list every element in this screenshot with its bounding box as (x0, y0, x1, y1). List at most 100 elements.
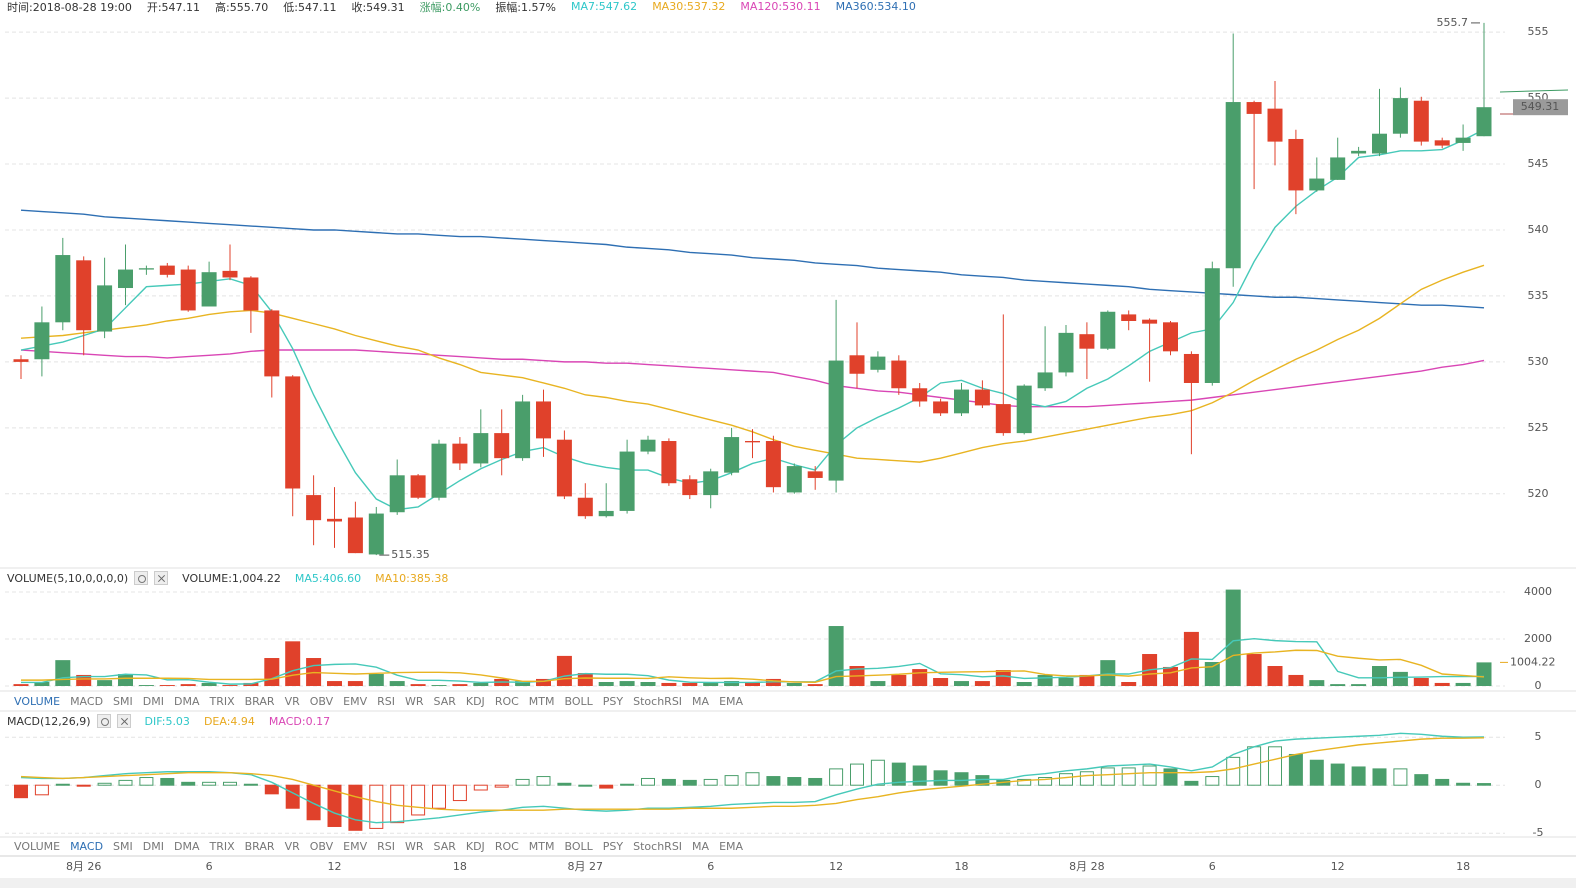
indicator-tab[interactable]: MACD (70, 695, 104, 708)
indicator-tab[interactable]: BOLL (564, 840, 593, 853)
macd-bar (243, 783, 258, 786)
macd-bar (494, 784, 509, 788)
candle-body (1455, 137, 1471, 143)
candle-body (765, 441, 781, 488)
indicator-tab[interactable]: SMI (113, 695, 133, 708)
macd-bar (202, 781, 217, 786)
indicator-tab[interactable]: StochRSI (633, 840, 683, 853)
indicator-tab[interactable]: EMV (343, 695, 368, 708)
indicator-tab[interactable]: DMI (142, 840, 164, 853)
indicator-tab[interactable]: PSY (602, 840, 624, 853)
indicator-tab[interactable]: DMA (173, 695, 200, 708)
indicator-tab[interactable]: WR (404, 695, 424, 708)
indicator-tab[interactable]: VOLUME (14, 695, 61, 708)
indicator-tab[interactable]: SAR (433, 695, 456, 708)
indicator-tab[interactable]: VOLUME (14, 840, 61, 853)
volume-bar (1309, 680, 1325, 686)
indicator-tab[interactable]: KDJ (465, 840, 485, 853)
macd-bar (1121, 767, 1136, 786)
volume-bar (1225, 589, 1241, 686)
macd-bar (808, 777, 823, 786)
legend-item: MACD:0.17 (268, 714, 331, 728)
indicator-tab[interactable]: SMI (113, 840, 133, 853)
header-item: 振幅:1.57% (495, 0, 556, 14)
indicator-tab[interactable]: OBV (309, 695, 334, 708)
indicator-tab[interactable]: EMV (343, 840, 368, 853)
x-tick-label: 18 (1456, 860, 1470, 873)
indicator-tab[interactable]: MTM (528, 695, 555, 708)
indicator-tab[interactable]: SAR (433, 840, 456, 853)
candle-body (1079, 334, 1095, 349)
volume-bar (661, 682, 677, 686)
settings-icon[interactable] (96, 714, 111, 728)
volume-bar (995, 670, 1011, 686)
macd-bar (1226, 756, 1241, 786)
indicator-tab[interactable]: KDJ (465, 695, 485, 708)
volume-bar (180, 684, 196, 686)
indicator-tab[interactable]: MA (692, 695, 710, 708)
indicator-tab[interactable]: OBV (309, 840, 334, 853)
price-box (1513, 99, 1568, 116)
macd-bar (1372, 768, 1387, 786)
indicator-tab[interactable]: EMA (719, 695, 744, 708)
settings-icon[interactable] (134, 571, 149, 585)
candle-body (389, 475, 405, 513)
indicator-tab[interactable]: EMA (719, 840, 744, 853)
macd-bar (139, 777, 154, 786)
indicator-tab[interactable]: MA (692, 840, 710, 853)
volume-bar (285, 641, 301, 686)
candle-body (1392, 98, 1408, 134)
y-tick-label: 4000 (1524, 585, 1552, 598)
min-label: 515.35 (391, 548, 430, 561)
volume-bar (34, 682, 50, 686)
close-icon[interactable] (154, 571, 169, 585)
indicator-tab[interactable]: BRAR (244, 840, 275, 853)
macd-bar (1184, 780, 1199, 786)
indicator-tab[interactable]: VR (284, 840, 300, 853)
macd-bar (1163, 768, 1178, 786)
indicator-tab[interactable]: BRAR (244, 695, 275, 708)
volume-bar (452, 684, 468, 686)
volume-bar (536, 678, 551, 686)
indicator-tab[interactable]: ROC (494, 840, 519, 853)
price-line (1499, 89, 1569, 93)
candle-body (243, 277, 259, 311)
candle-body (682, 479, 698, 496)
indicator-tab[interactable]: RSI (377, 840, 395, 853)
indicator-tab[interactable]: ROC (494, 695, 519, 708)
candle-body (1267, 108, 1283, 142)
indicator-tab[interactable]: StochRSI (633, 695, 683, 708)
candle-body (515, 401, 531, 459)
ma-line (20, 732, 1485, 824)
macd-bar (285, 784, 300, 809)
ma-line (21, 649, 1485, 683)
indicator-tab[interactable]: VR (284, 695, 300, 708)
volume-bar (1267, 666, 1283, 686)
candle-body (1413, 100, 1429, 142)
macd-bar (1435, 778, 1450, 786)
indicator-tab[interactable]: RSI (377, 695, 395, 708)
candle-body (1476, 107, 1492, 137)
legend-item: DIF:5.03 (144, 714, 190, 728)
indicator-tab[interactable]: PSY (602, 695, 624, 708)
indicator-tab[interactable]: DMA (173, 840, 200, 853)
header-item: 开:547.11 (146, 0, 201, 14)
footer-band (0, 878, 1576, 888)
volume-bar (327, 681, 342, 686)
candle-body (1372, 133, 1387, 154)
candle-body (180, 269, 196, 311)
volume-bar (1246, 654, 1262, 686)
volume-bar (974, 681, 990, 686)
indicator-tab[interactable]: DMI (142, 695, 164, 708)
indicator-tab[interactable]: BOLL (564, 695, 593, 708)
indicator-tab[interactable]: WR (404, 840, 424, 853)
macd-bar (264, 784, 279, 795)
close-icon[interactable] (116, 714, 131, 728)
candle-body (995, 404, 1011, 434)
indicator-tab[interactable]: TRIX (209, 840, 235, 853)
indicator-tab[interactable]: MACD (70, 840, 104, 853)
y-tick-label: 2000 (1524, 632, 1552, 645)
indicator-tab[interactable]: TRIX (209, 695, 235, 708)
indicator-tab[interactable]: MTM (528, 840, 555, 853)
macd-bar (473, 784, 488, 791)
